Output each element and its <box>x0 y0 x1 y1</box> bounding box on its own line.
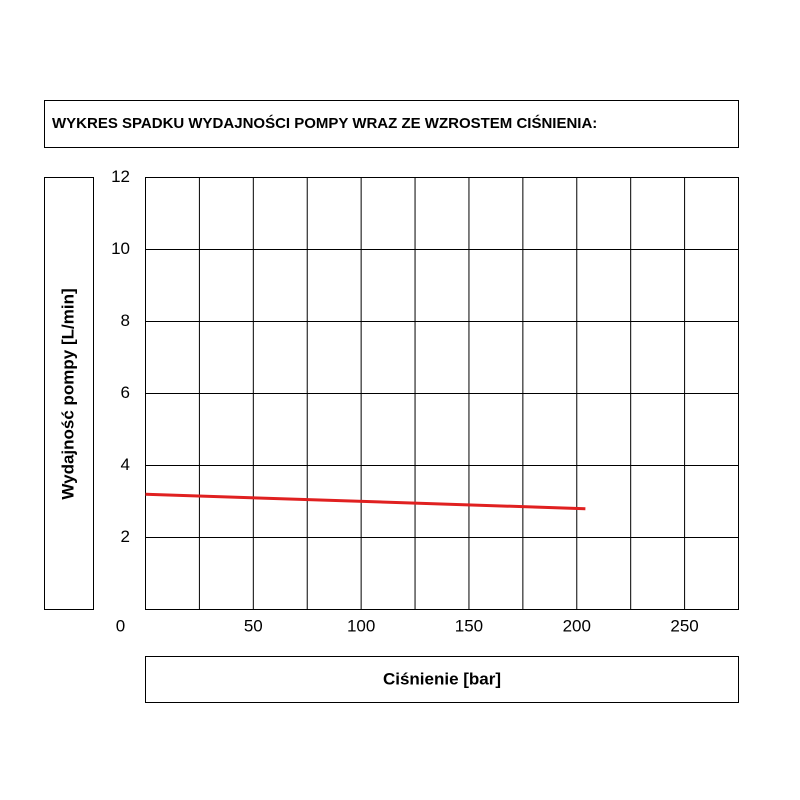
y-tick-label: 6 <box>121 383 130 402</box>
chart-title: WYKRES SPADKU WYDAJNOŚCI POMPY WRAZ ZE W… <box>52 114 597 132</box>
x-tick-label: 0 <box>116 616 125 635</box>
x-tick-label: 100 <box>347 616 375 635</box>
y-tick-label: 10 <box>111 239 130 258</box>
y-axis-label: Wydajność pompy [L/min] <box>58 288 77 499</box>
x-axis-label: Ciśnienie [bar] <box>383 669 501 688</box>
x-tick-label: 200 <box>563 616 591 635</box>
x-tick-label: 50 <box>244 616 263 635</box>
x-label-box <box>145 656 739 703</box>
x-tick-label: 150 <box>455 616 483 635</box>
x-tick-label: 250 <box>670 616 698 635</box>
y-tick-label: 12 <box>111 167 130 186</box>
y-label-box <box>44 177 94 610</box>
title-box <box>44 100 739 148</box>
data-line <box>145 492 586 511</box>
y-tick-label: 8 <box>121 311 130 330</box>
y-tick-label: 2 <box>121 527 130 546</box>
y-tick-label: 4 <box>121 455 130 474</box>
